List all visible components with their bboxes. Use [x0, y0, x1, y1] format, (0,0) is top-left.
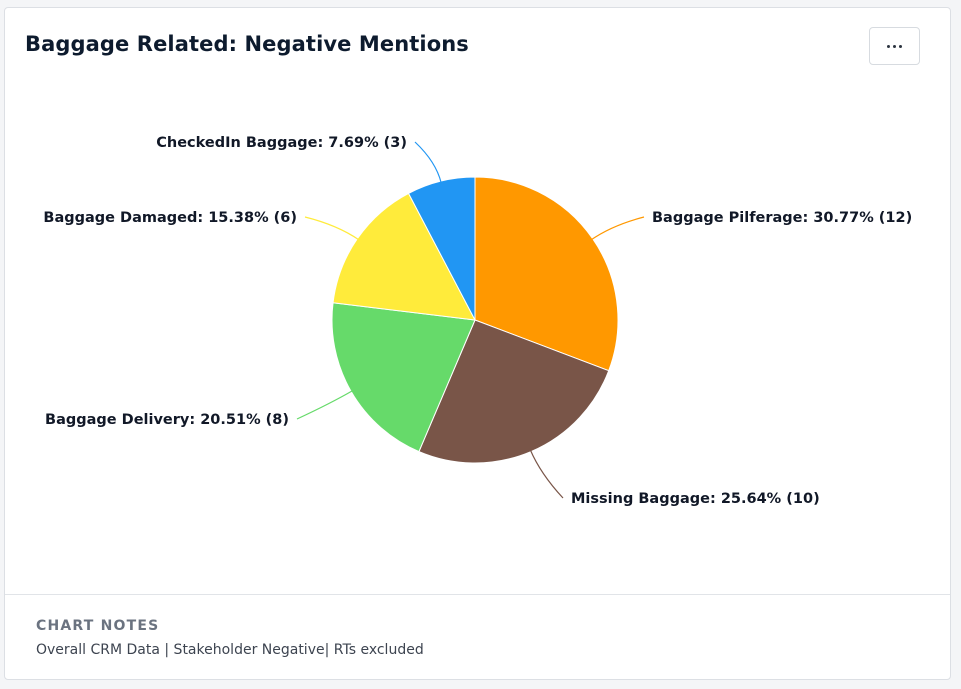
pie-label-missing-baggage: Missing Baggage: 25.64% (10)	[571, 491, 820, 507]
pie-chart: Baggage Pilferage: 30.77% (12) Missing Ba…	[43, 135, 912, 507]
notes-divider	[5, 594, 950, 595]
chart-card: Baggage Related: Negative Mentions Bagga…	[4, 7, 951, 680]
chart-title: Baggage Related: Negative Mentions	[25, 32, 469, 56]
pie-connector-baggage-delivery	[296, 389, 354, 420]
more-horizontal-icon-dot	[899, 44, 902, 48]
pie-connector-missing-baggage	[529, 449, 564, 499]
more-horizontal-icon-dot	[893, 44, 896, 48]
chart-notes-text: Overall CRM Data | Stakeholder Negative|…	[36, 642, 424, 658]
pie-label-baggage-pilferage: Baggage Pilferage: 30.77% (12)	[652, 210, 912, 226]
pie-label-baggage-delivery: Baggage Delivery: 20.51% (8)	[45, 412, 289, 428]
more-options-button[interactable]	[869, 27, 920, 65]
pie-connector-baggage-damaged	[304, 216, 360, 241]
chart-notes-heading: CHART NOTES	[36, 618, 160, 634]
pie-label-checkedin-baggage: CheckedIn Baggage: 7.69% (3)	[156, 135, 407, 151]
pie-connector-baggage-pilferage	[590, 216, 645, 241]
more-horizontal-icon	[887, 44, 890, 48]
pie-label-baggage-damaged: Baggage Damaged: 15.38% (6)	[43, 210, 297, 226]
pie-connector-checkedin-baggage	[414, 141, 442, 184]
